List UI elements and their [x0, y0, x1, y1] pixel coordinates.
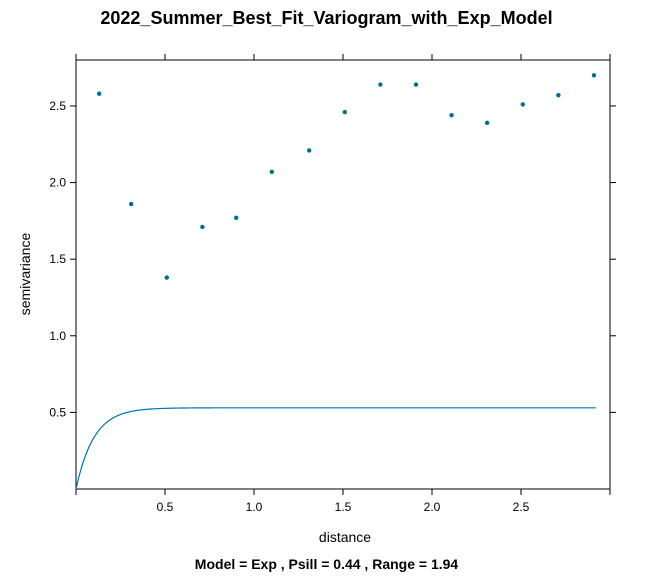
- x-tick-label: 1.5: [335, 500, 352, 514]
- semivariance-point: [200, 224, 205, 230]
- x-axis-ticks: 0.5 1.0 1.5 2.0 2.5: [75, 54, 611, 514]
- x-tick-label: 2.0: [424, 500, 441, 514]
- semivariance-point: [520, 102, 525, 107]
- semivariance-point: [591, 73, 597, 78]
- semivariance-point: [378, 82, 383, 87]
- semivariance-point: [128, 201, 134, 207]
- semivariance-point: [234, 215, 239, 221]
- fitted-model-line-group: [75, 407, 596, 490]
- semivariance-point: [306, 148, 312, 153]
- semivariance-point: [164, 275, 169, 280]
- semivariance-point: [342, 109, 347, 115]
- x-tick-label: 0.5: [157, 500, 174, 514]
- y-tick-label: 2.5: [49, 99, 66, 113]
- semivariance-point: [556, 93, 561, 98]
- y-tick-label: 2.0: [49, 176, 66, 190]
- fitted-model-line: [75, 407, 596, 490]
- semivariance-point: [484, 120, 490, 126]
- y-tick-label: 1.0: [49, 329, 66, 343]
- x-tick-label: 2.5: [513, 500, 530, 514]
- x-axis-title: distance: [319, 529, 371, 545]
- model-summary: Model = Exp , Psill = 0.44 , Range = 1.9…: [194, 556, 459, 572]
- y-tick-label: 0.5: [49, 405, 66, 419]
- semivariance-point: [269, 169, 274, 175]
- y-tick-label: 1.5: [49, 252, 66, 266]
- semivariance-point: [413, 82, 419, 87]
- plot-frame: [75, 59, 611, 490]
- y-axis-title: semivariance: [17, 233, 33, 316]
- x-tick-label: 1.0: [246, 500, 263, 514]
- y-axis-ticks: 0.5 1.0 1.5 2.0 2.5: [49, 99, 616, 419]
- chart-title: 2022_Summer_Best_Fit_Variogram_with_Exp_…: [100, 8, 553, 28]
- semivariance-point: [96, 91, 102, 96]
- semivariance-points-group: [96, 73, 597, 280]
- semivariance-point: [449, 112, 454, 118]
